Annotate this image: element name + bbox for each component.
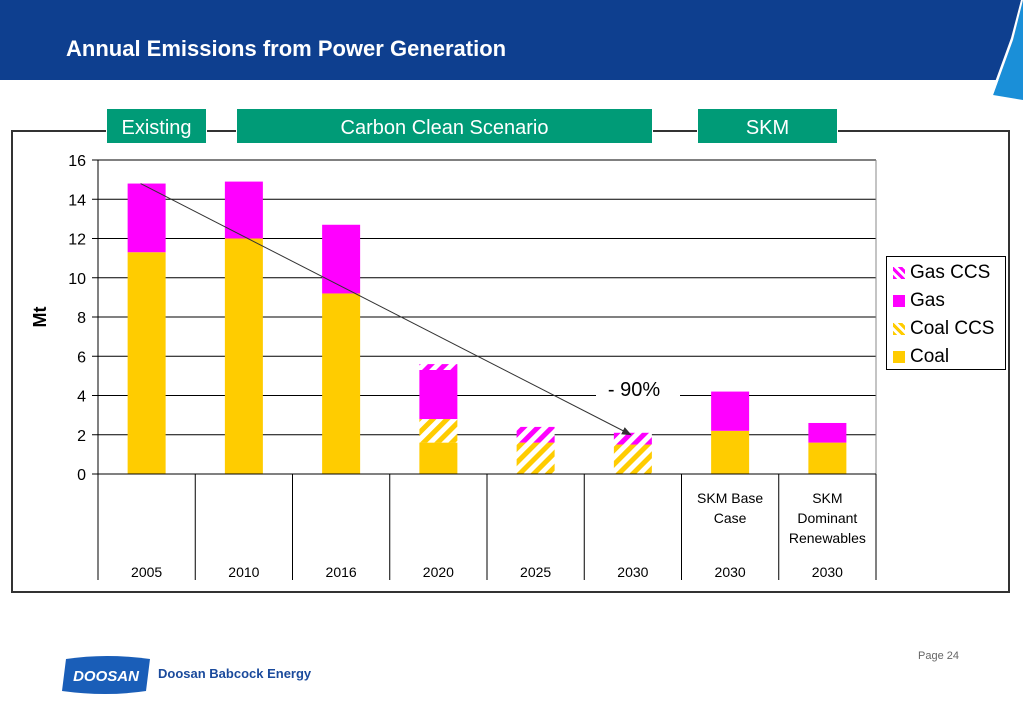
company-name: Doosan Babcock Energy: [158, 666, 312, 681]
legend-label: Coal: [910, 346, 950, 367]
y-tick-label: 6: [77, 349, 86, 366]
bar-coal: [322, 293, 361, 474]
chart-legend: Gas CCS Gas Coal CCS Coal: [886, 256, 1006, 370]
year-label: 2020: [423, 564, 454, 580]
year-label: 2016: [326, 564, 357, 580]
bar-gas: [224, 181, 263, 239]
group-label-existing: Existing: [106, 108, 207, 144]
chart-frame: [11, 130, 1010, 593]
bar-coal: [419, 442, 458, 474]
legend-swatch: [893, 295, 905, 307]
trend-arrow: [140, 183, 632, 436]
bar-coal: [808, 442, 847, 474]
y-tick-label: 10: [68, 271, 86, 288]
legend-swatch: [893, 267, 905, 279]
bar-gas-ccs: [419, 364, 458, 370]
y-tick-label: 8: [77, 310, 86, 327]
legend-item: Coal: [893, 343, 1005, 371]
annotation-bg: [596, 376, 680, 402]
page-number: Page 24: [918, 650, 959, 662]
year-label: 2030: [617, 564, 648, 580]
legend-label: Coal CCS: [910, 318, 995, 339]
legend-label: Gas: [910, 290, 945, 311]
doosan-logo: DOOSAN: [62, 656, 150, 694]
year-label: 2010: [228, 564, 259, 580]
bar-coal-ccs: [419, 419, 458, 443]
header-bar: Annual Emissions from Power Generation: [0, 0, 1023, 80]
bar-coal: [127, 252, 166, 474]
group-label-carbon-clean: Carbon Clean Scenario: [236, 108, 653, 144]
year-label: 2030: [715, 564, 746, 580]
category-label: SKM Base Case: [697, 490, 763, 526]
year-label: 2030: [812, 564, 843, 580]
bar-gas-ccs: [613, 432, 652, 445]
corner-accent: [991, 0, 1023, 100]
bar-coal-ccs: [516, 442, 555, 474]
bar-gas: [322, 224, 361, 294]
y-tick-label: 0: [77, 467, 86, 484]
category-label: SKM Dominant Renewables: [789, 490, 866, 546]
bar-gas: [808, 422, 847, 443]
bar-gas: [419, 369, 458, 420]
bar-coal: [711, 430, 750, 474]
page-title: Annual Emissions from Power Generation: [66, 36, 507, 61]
legend-swatch: [893, 323, 905, 335]
year-label: 2005: [131, 564, 162, 580]
y-tick-label: 14: [68, 192, 86, 209]
reduction-annotation: - 90%: [608, 379, 660, 401]
bar-gas: [127, 183, 166, 253]
y-tick-label: 2: [77, 428, 86, 445]
y-tick-label: 16: [68, 153, 86, 170]
legend-item: Gas: [893, 287, 1005, 315]
legend-item: Coal CCS: [893, 315, 1005, 343]
legend-swatch: [893, 351, 905, 363]
legend-item: Gas CCS: [893, 259, 1005, 287]
y-tick-label: 12: [68, 232, 86, 249]
bar-coal: [224, 238, 263, 474]
group-label-skm: SKM: [697, 108, 838, 144]
y-axis-label: Mt: [30, 307, 50, 328]
svg-text:DOOSAN: DOOSAN: [73, 668, 140, 685]
bar-gas: [711, 391, 750, 431]
y-tick-label: 4: [77, 389, 86, 406]
legend-label: Gas CCS: [910, 262, 991, 283]
year-label: 2025: [520, 564, 551, 580]
bar-coal-ccs: [613, 444, 652, 474]
bar-gas-ccs: [516, 426, 555, 443]
